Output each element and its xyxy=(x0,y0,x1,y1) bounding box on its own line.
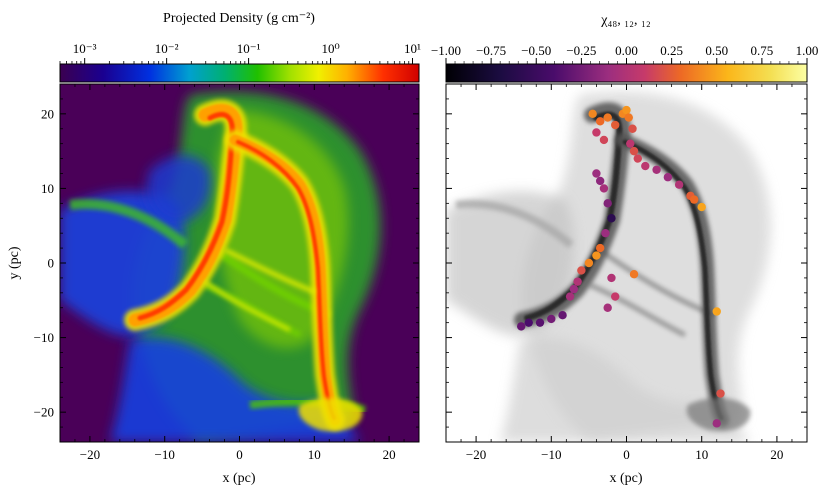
scatter-point xyxy=(603,199,612,208)
left-y-tick-label: 20 xyxy=(41,106,54,121)
left-axes: −20 −10 0 10 20 −20 −10 0 10 20 xyxy=(34,83,420,462)
dense-filament-east xyxy=(225,130,345,430)
right-axes: −20 −10 0 10 20 xyxy=(445,83,808,462)
left-y-tick-label: −20 xyxy=(34,405,54,420)
density-colorbar-tick-label: 10⁻³ xyxy=(73,41,97,56)
left-x-tick-label: −10 xyxy=(155,447,175,462)
right-x-tick-label: 20 xyxy=(770,447,783,462)
density-image xyxy=(60,84,419,442)
scatter-point xyxy=(622,105,631,115)
density-colorbar-ticks: 10⁻³ 10⁻² 10⁻¹ 10⁰ 10¹ xyxy=(59,41,421,64)
scatter-point xyxy=(558,311,567,320)
scatter-point xyxy=(588,109,597,119)
left-x-tick-label: −20 xyxy=(80,447,100,462)
scatter-point xyxy=(624,113,633,122)
scatter-point xyxy=(697,202,706,212)
scatter-point xyxy=(595,243,605,253)
chi-scatter-panel: −20 −10 0 10 20 xyxy=(445,83,808,462)
scatter-point xyxy=(603,113,612,122)
scatter-point xyxy=(633,154,642,163)
density-colorbar-tick-label: 10⁻² xyxy=(155,41,179,56)
scatter-point xyxy=(689,195,699,204)
gray-filament-east xyxy=(615,133,729,427)
scatter-points xyxy=(517,105,725,428)
chi-colorbar-gradient xyxy=(446,64,807,82)
density-colorbar-tick-label: 10⁰ xyxy=(321,41,339,56)
chi-colorbar-tick-label: 1.00 xyxy=(796,43,819,58)
scatter-point xyxy=(517,322,526,331)
scatter-point xyxy=(535,318,545,327)
scatter-point xyxy=(674,180,684,189)
right-x-tick-label: 10 xyxy=(695,447,708,462)
scatter-point xyxy=(611,292,620,301)
left-x-axis-title: x (pc) xyxy=(222,471,255,486)
chi-colorbar-tick-label: −1.00 xyxy=(431,43,461,58)
grayscale-background xyxy=(446,84,807,442)
chi-colorbar-tick-label: −0.50 xyxy=(521,43,551,58)
left-y-tick-label: 10 xyxy=(41,181,54,196)
right-x-tick-label: −20 xyxy=(466,447,486,462)
density-colorbar-tick-label: 10⁻¹ xyxy=(237,41,261,56)
scatter-point xyxy=(663,173,673,182)
chi-colorbar-tick-label: 0.25 xyxy=(660,43,683,58)
scatter-point xyxy=(524,318,533,327)
scatter-point xyxy=(565,292,575,301)
density-map-panel: −20 −10 0 10 20 −20 −10 0 10 20 xyxy=(34,83,420,462)
scatter-point xyxy=(573,277,582,286)
scatter-point xyxy=(595,176,605,186)
scatter-point xyxy=(603,303,612,312)
right-x-tick-label: 0 xyxy=(623,447,630,462)
scatter-point xyxy=(584,258,594,268)
scatter-point xyxy=(595,117,605,126)
scatter-point xyxy=(641,161,650,171)
chi-colorbar-tick-label: 0.75 xyxy=(751,43,774,58)
chi-colorbar-tick-label: −0.75 xyxy=(476,43,506,58)
scatter-point xyxy=(547,314,556,324)
scatter-point xyxy=(592,251,601,260)
scatter-point xyxy=(607,214,616,223)
left-y-tick-label: −10 xyxy=(34,330,54,345)
scatter-point xyxy=(592,169,601,178)
scatter-point xyxy=(607,273,616,283)
dense-filament-west xyxy=(124,99,247,331)
left-x-tick-label: 10 xyxy=(308,447,321,462)
density-colorbar: 10⁻³ 10⁻² 10⁻¹ 10⁰ 10¹ Projected Density (g … xyxy=(59,11,421,83)
density-colorbar-title: Projected Density (g cm⁻²) xyxy=(163,11,315,26)
right-x-axis-title: x (pc) xyxy=(609,471,642,486)
right-x-tick-label: −10 xyxy=(541,447,561,462)
left-y-tick-label: 0 xyxy=(48,256,55,271)
scatter-point xyxy=(599,135,609,145)
y-axis-title: y (pc) xyxy=(7,246,22,279)
density-colorbar-gradient xyxy=(60,64,419,82)
scatter-point xyxy=(569,284,579,294)
scatter-point xyxy=(626,139,635,148)
scatter-point xyxy=(716,389,725,398)
chi-colorbar-title: χ₄₈, ₁₂, ₁₂ xyxy=(600,13,651,28)
left-x-tick-label: 20 xyxy=(383,447,396,462)
chi-colorbar: −1.00 −0.75 −0.50 −0.25 0.00 0.25 0.50 0.75 1.00… xyxy=(431,13,818,83)
scatter-point xyxy=(628,124,637,133)
chi-colorbar-tick-label: 0.00 xyxy=(615,43,638,58)
scatter-point xyxy=(629,146,639,156)
scatter-point xyxy=(592,128,601,137)
scatter-point xyxy=(629,269,639,279)
chi-colorbar-tick-label: −0.25 xyxy=(566,43,596,58)
scatter-point xyxy=(577,266,586,275)
density-colorbar-tick-label: 10¹ xyxy=(404,41,421,56)
scatter-point xyxy=(601,228,610,238)
scatter-point xyxy=(599,184,609,193)
scatter-point xyxy=(712,419,721,428)
chi-colorbar-tick-label: 0.50 xyxy=(705,43,728,58)
left-x-tick-label: 0 xyxy=(236,447,243,462)
scatter-point xyxy=(712,307,721,316)
scatter-point xyxy=(652,165,661,174)
scatter-point xyxy=(611,120,620,130)
chi-colorbar-ticks: −1.00 −0.75 −0.50 −0.25 0.00 0.25 0.50 0.75 1.00 xyxy=(431,43,818,64)
